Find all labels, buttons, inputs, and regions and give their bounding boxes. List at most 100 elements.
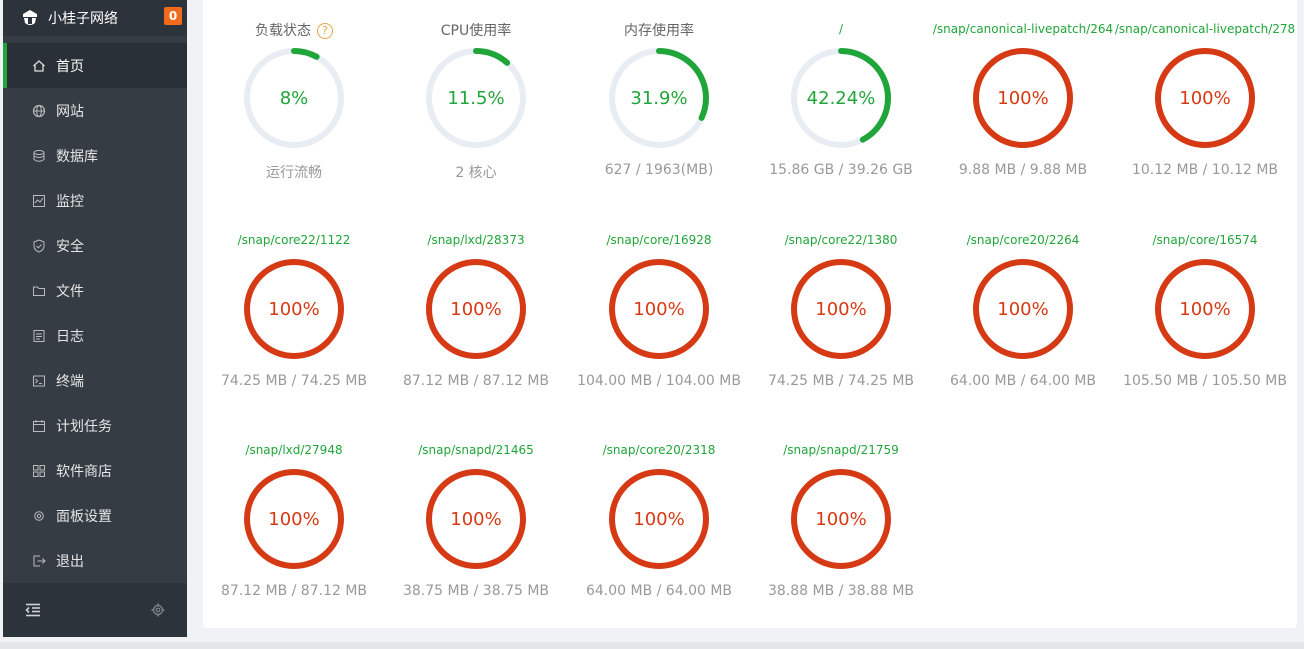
gauge-detail: 105.50 MB / 105.50 MB [1123, 373, 1287, 389]
database-icon [33, 149, 45, 162]
progress-ring-svg [426, 469, 526, 569]
progress-ring: 8% [242, 46, 346, 150]
ring-arc [973, 259, 1073, 359]
bottom-strip [0, 642, 1304, 649]
gauge-percent: 100% [450, 508, 502, 530]
progress-ring: 11.5% [424, 46, 528, 150]
gauge-card[interactable]: 负载状态? 8% 运行流畅 [203, 0, 385, 190]
sidebar-item-settings[interactable]: 面板设置 [3, 493, 187, 538]
gauge-title-text: /snap/core/16574 [1152, 233, 1258, 247]
gauge-title-text: / [838, 22, 844, 36]
gauge-percent: 8% [279, 87, 309, 109]
progress-ring-svg [609, 48, 709, 148]
gauge-title: /snap/snapd/21465 [385, 443, 567, 457]
ring-arc [791, 259, 891, 359]
sidebar-item-shield[interactable]: 安全 [3, 223, 187, 268]
gauge-title: /snap/core22/1380 [750, 233, 932, 247]
progress-ring: 100% [424, 467, 528, 571]
indent-icon[interactable] [25, 603, 41, 617]
progress-ring-svg [609, 259, 709, 359]
gauge-card[interactable]: / 42.24% 15.86 GB / 39.26 GB [750, 0, 932, 190]
gauge-card[interactable]: /snap/core22/1380 100% 74.25 MB / 74.25 MB [750, 211, 932, 401]
gauge-card[interactable]: /snap/snapd/21465 100% 38.75 MB / 38.75 MB [385, 421, 567, 611]
gauge-title: CPU使用率 [385, 20, 567, 40]
gauge-card[interactable]: /snap/canonical-livepatch/278 100% 10.12 M… [1114, 0, 1296, 190]
gauge-title-text: /snap/core22/1122 [237, 233, 351, 247]
dashboard-panel: 负载状态? 8% 运行流畅 CPU使用率 11.5% 2 核心 内存使用率 31.9% 627 … [203, 0, 1297, 628]
sidebar-item-globe[interactable]: 网站 [3, 88, 187, 133]
help-icon[interactable]: ? [317, 23, 333, 39]
sidebar-item-label: 退出 [56, 553, 84, 570]
gauge-detail: 38.75 MB / 38.75 MB [402, 583, 550, 599]
gauge-title: / [750, 22, 932, 36]
gauge-card[interactable]: /snap/core20/2264 100% 64.00 MB / 64.00 MB [932, 211, 1114, 401]
home-icon [33, 59, 45, 72]
gauge-detail: 10.12 MB / 10.12 MB [1131, 162, 1279, 178]
gauge-title-text: CPU使用率 [440, 23, 512, 39]
gauge-percent: 100% [815, 508, 867, 530]
progress-ring: 42.24% [789, 46, 893, 150]
ring-arc [244, 48, 344, 148]
gauge-title: /snap/core20/2264 [932, 233, 1114, 247]
progress-ring-svg [791, 48, 891, 148]
gauge-percent: 11.5% [447, 87, 505, 109]
logout-icon [33, 555, 46, 566]
ring-arc [791, 469, 891, 569]
gauge-card[interactable]: /snap/core20/2318 100% 64.00 MB / 64.00 MB [568, 421, 750, 611]
progress-ring: 100% [242, 257, 346, 361]
gauge-detail: 64.00 MB / 64.00 MB [585, 583, 733, 599]
gauge-card[interactable]: /snap/lxd/27948 100% 87.12 MB / 87.12 MB [203, 421, 385, 611]
sidebar-item-calendar[interactable]: 计划任务 [3, 403, 187, 448]
gauge-title-text: /snap/lxd/27948 [245, 443, 343, 457]
gauge-card[interactable]: /snap/core22/1122 100% 74.25 MB / 74.25 MB [203, 211, 385, 401]
notification-badge[interactable]: 0 [164, 7, 182, 25]
gauge-title-text: /snap/core20/2318 [602, 443, 716, 457]
gauge-percent: 100% [633, 508, 685, 530]
gauge-card[interactable]: /snap/core/16928 100% 104.00 MB / 104.00 M… [568, 211, 750, 401]
gauge-detail: 87.12 MB / 87.12 MB [402, 373, 550, 389]
gauge-detail: 15.86 GB / 39.26 GB [769, 162, 913, 178]
sidebar-item-apps[interactable]: 软件商店 [3, 448, 187, 493]
gauge-detail: 9.88 MB / 9.88 MB [958, 162, 1088, 178]
sidebar-item-terminal[interactable]: 终端 [3, 358, 187, 403]
ring-arc [609, 48, 709, 148]
sidebar-item-logout[interactable]: 退出 [3, 538, 187, 583]
gauge-card[interactable]: /snap/lxd/28373 100% 87.12 MB / 87.12 MB [385, 211, 567, 401]
gauge-title: /snap/snapd/21759 [750, 443, 932, 457]
gauge-percent: 100% [1179, 298, 1231, 320]
ring-arc [426, 259, 526, 359]
sidebar-item-home[interactable]: 首页 [3, 43, 187, 88]
progress-ring: 100% [789, 257, 893, 361]
progress-ring: 100% [607, 467, 711, 571]
sidebar-item-label: 软件商店 [56, 463, 112, 480]
sidebar-item-log[interactable]: 日志 [3, 313, 187, 358]
gauge-title-text: /snap/snapd/21759 [783, 443, 899, 457]
sidebar-item-label: 监控 [56, 193, 84, 210]
sidebar-item-monitor[interactable]: 监控 [3, 178, 187, 223]
gauge-title-text: /snap/core/16928 [606, 233, 712, 247]
progress-ring-svg [244, 259, 344, 359]
gear-icon[interactable] [151, 603, 165, 617]
logo-icon [23, 10, 37, 25]
ring-arc [1155, 48, 1255, 148]
gauge-title: /snap/canonical-livepatch/264 [932, 22, 1114, 36]
gauge-card[interactable]: CPU使用率 11.5% 2 核心 [385, 0, 567, 190]
progress-ring: 31.9% [607, 46, 711, 150]
gauge-card[interactable]: /snap/core/16574 100% 105.50 MB / 105.50 M… [1114, 211, 1296, 401]
gauge-title: 内存使用率 [568, 20, 750, 40]
ring-arc [1155, 259, 1255, 359]
log-icon [33, 329, 45, 342]
gauge-card[interactable]: 内存使用率 31.9% 627 / 1963(MB) [568, 0, 750, 190]
gauge-percent: 100% [268, 298, 320, 320]
gauge-percent: 100% [633, 298, 685, 320]
globe-icon [32, 104, 46, 117]
gauge-card[interactable]: /snap/snapd/21759 100% 38.88 MB / 38.88 MB [750, 421, 932, 611]
sidebar-item-label: 面板设置 [56, 508, 112, 525]
apps-icon [33, 464, 45, 477]
sidebar-item-database[interactable]: 数据库 [3, 133, 187, 178]
sidebar-item-folder[interactable]: 文件 [3, 268, 187, 313]
ring-arc [973, 48, 1073, 148]
ring-arc [791, 48, 891, 148]
gauge-card[interactable]: /snap/canonical-livepatch/264 100% 9.88 MB… [932, 0, 1114, 190]
gauge-detail: 104.00 MB / 104.00 MB [577, 373, 741, 389]
